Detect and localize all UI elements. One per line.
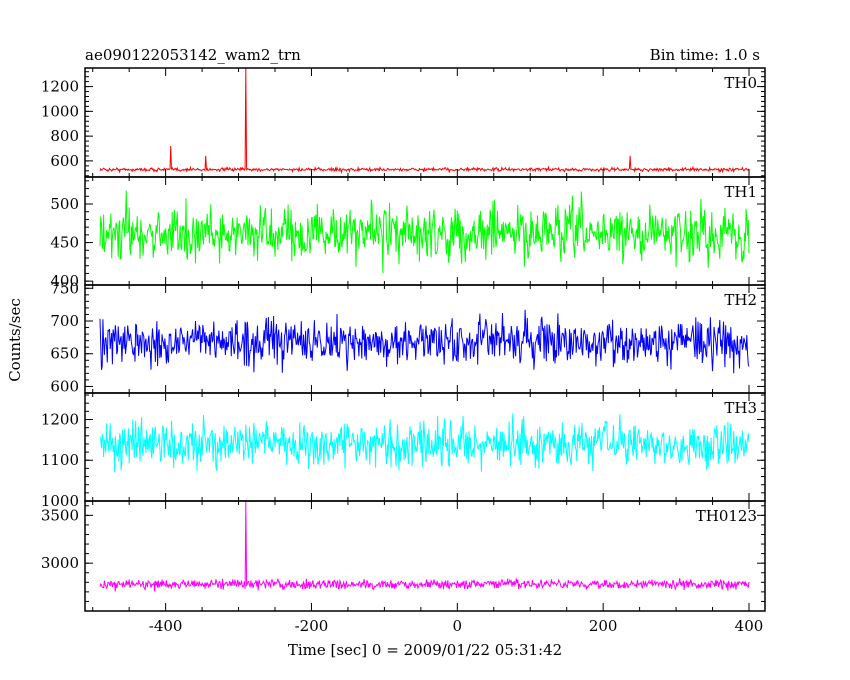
series-line-th3 (99, 413, 750, 472)
x-axis-label: Time [sec] 0 = 2009/01/22 05:31:42 (288, 641, 562, 659)
panel-th2: 600 650 700 750 TH2 (50, 279, 766, 395)
y-tick-label: 750 (50, 279, 79, 297)
panel-label: TH3 (724, 399, 757, 417)
panel-label: TH1 (724, 183, 757, 201)
y-tick-label: 1200 (41, 78, 79, 96)
x-tick-label: 0 (453, 617, 463, 635)
y-tick-label: 700 (50, 312, 79, 330)
series-line-th0 (99, 68, 750, 175)
y-tick-label: 1000 (41, 102, 79, 120)
y-axis-label: Counts/sec (6, 298, 24, 382)
y-tick-label: 600 (50, 152, 79, 170)
y-tick-label: 450 (50, 234, 79, 252)
y-tick-label: 500 (50, 195, 79, 213)
panel-th1: 400 450 500 TH1 (50, 176, 766, 290)
series-line-th0123 (99, 501, 750, 592)
panel-label: TH2 (724, 291, 757, 309)
panel-th0123: 3000 3500 TH0123 -400 -200 0 200 400 (41, 500, 766, 635)
series-line-th2 (99, 309, 750, 374)
panels: 600 800 1000 1200 TH0 400 450 500 TH1 600 650 700 75… (41, 67, 766, 635)
y-tick-label: 650 (50, 345, 79, 363)
panel-label: TH0123 (696, 507, 757, 525)
y-tick-label: 400 (50, 272, 79, 290)
y-tick-label: 3500 (41, 506, 79, 524)
y-tick-label: 3000 (41, 554, 79, 572)
chart-title: ae090122053142_wam2_trn (85, 46, 301, 64)
panel-th3: 1000 1100 1200 TH3 (41, 392, 766, 510)
y-tick-label: 1000 (41, 492, 79, 510)
x-tick-label: -200 (295, 617, 329, 635)
y-tick-label: 800 (50, 127, 79, 145)
bin-time-label: Bin time: 1.0 s (650, 46, 760, 64)
y-tick-label: 1100 (41, 451, 79, 469)
series-line-th1 (99, 190, 750, 274)
x-tick-label: 400 (735, 617, 764, 635)
panel-frame (84, 67, 766, 178)
y-tick-label: 1200 (41, 410, 79, 428)
panel-th0: 600 800 1000 1200 TH0 (41, 67, 766, 178)
panel-frame (84, 500, 766, 612)
panel-label: TH0 (724, 74, 757, 92)
x-tick-label: -400 (149, 617, 183, 635)
x-tick-label: 200 (589, 617, 618, 635)
y-tick-label: 600 (50, 377, 79, 395)
